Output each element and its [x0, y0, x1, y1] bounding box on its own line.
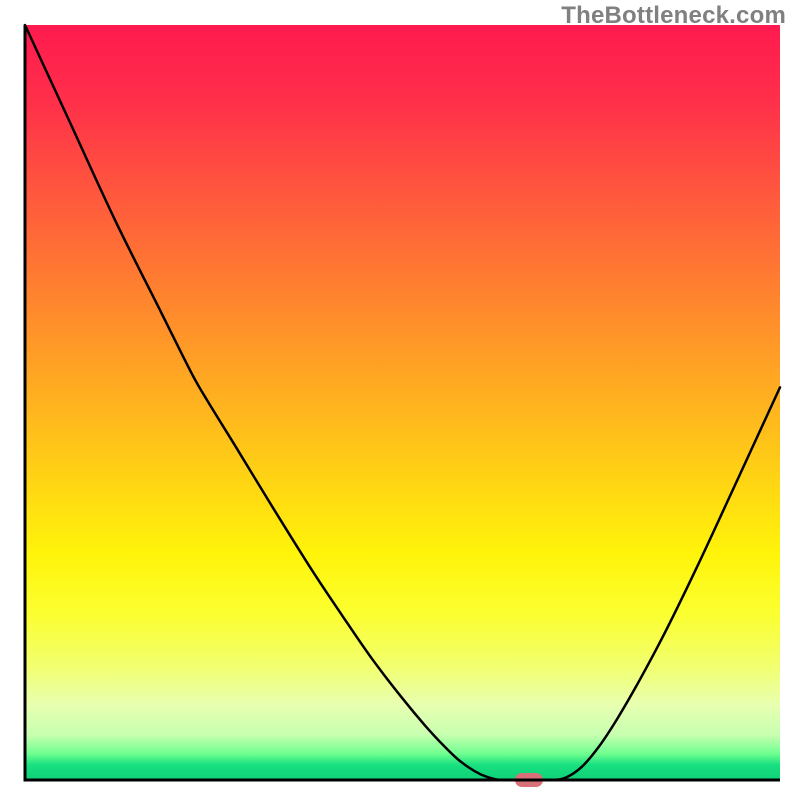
- chart-container: TheBottleneck.com: [0, 0, 800, 800]
- watermark-text: TheBottleneck.com: [561, 2, 786, 30]
- gradient-background: [25, 25, 780, 780]
- bottleneck-chart: [0, 0, 800, 800]
